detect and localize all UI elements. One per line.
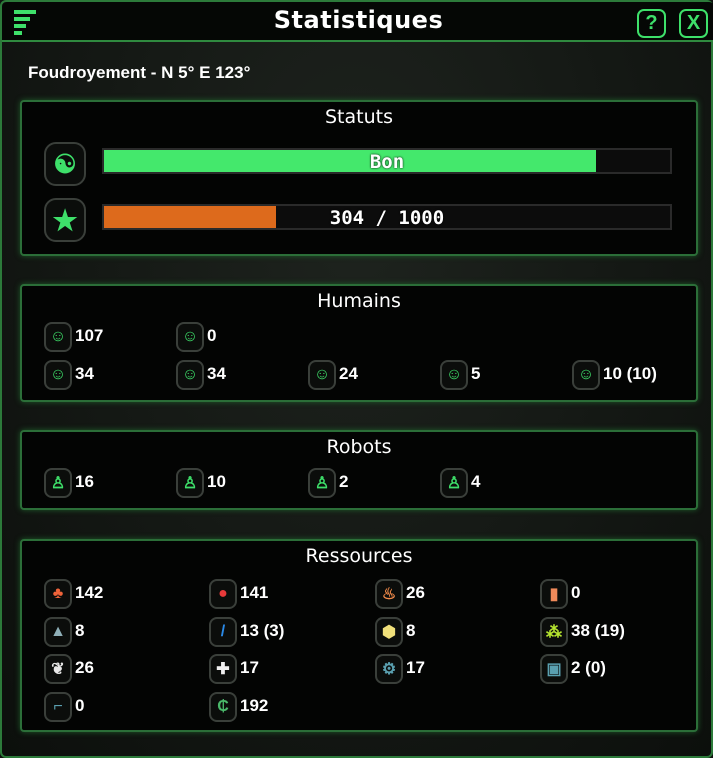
hooded-person-icon: ☺ xyxy=(572,360,600,390)
robot-combat-icon: ♙ xyxy=(440,468,468,498)
location-label: Foudroyement - N 5° E 123° xyxy=(28,63,251,82)
stat-value: 10 (10) xyxy=(603,364,657,383)
yin-yang-icon: ☯ xyxy=(44,142,86,186)
ressources-panel: Ressources ♣ 142 ● 141 ♨ 26 ▮ 0 ▲ 8/13 (3) ⬢ 8 ⁂ 38 (… xyxy=(20,539,698,732)
stat-value: 4 xyxy=(471,472,481,491)
statuts-title: Statuts xyxy=(325,106,393,128)
gears-icon: ⚙ xyxy=(375,654,403,684)
stat-value: 38 (19) xyxy=(571,620,625,640)
crystals-icon: ⁂ xyxy=(540,616,568,647)
stat-value: 2 xyxy=(339,472,349,491)
stat-value: 5 xyxy=(471,364,481,383)
mood-label: Bon xyxy=(369,151,405,173)
stat-value: 26 xyxy=(406,583,425,602)
star-icon: ★ xyxy=(44,198,86,242)
robot-icon: ♙ xyxy=(44,468,72,498)
gun-icon: ⌐ xyxy=(44,691,72,722)
stat-value: 17 xyxy=(406,658,425,677)
gold-hexagon-icon: ⬢ xyxy=(375,616,403,647)
stat-value: 8 xyxy=(75,620,85,640)
stone-icon: ▲ xyxy=(44,616,72,647)
vegetables-icon: ♣ xyxy=(44,579,72,609)
window-title: Statistiques xyxy=(273,6,444,34)
soldier-icon: ☺ xyxy=(440,360,468,390)
xp-bar: 304 / 1000 xyxy=(102,204,672,230)
credits-icon: ₵ xyxy=(209,691,237,722)
mood-bar-fill xyxy=(104,150,597,172)
worker-helmet-icon: ☺ xyxy=(44,360,72,390)
stat-value: 0 xyxy=(75,695,85,715)
stat-value: 26 xyxy=(75,658,94,677)
stat-value: 0 xyxy=(571,583,581,602)
robot-tool-icon: ♙ xyxy=(308,468,336,498)
stat-value: 16 xyxy=(75,472,94,491)
rotate-person-icon: ☺ xyxy=(308,360,336,390)
stat-value: 142 xyxy=(75,583,104,602)
medical-cross-icon: ✚ xyxy=(209,654,237,684)
help-button[interactable]: ? xyxy=(637,9,666,38)
robots-title: Robots xyxy=(326,436,392,458)
stat-value: 34 xyxy=(207,364,226,383)
close-button[interactable]: X xyxy=(679,9,708,38)
humains-title: Humains xyxy=(317,290,401,312)
beer-icon: ▮ xyxy=(540,579,568,609)
stat-value: 13 (3) xyxy=(240,620,285,640)
stat-value: 107 xyxy=(75,326,104,345)
mood-bar: Bon xyxy=(102,148,672,174)
chip-icon: ▣ xyxy=(540,654,568,684)
hot-meal-icon: ♨ xyxy=(375,579,403,609)
title-bar: Statistiques ? X xyxy=(2,2,713,42)
stat-value: 10 xyxy=(207,472,226,491)
menu-icon[interactable] xyxy=(14,10,36,35)
stat-value: 24 xyxy=(339,364,358,383)
humains-panel: Humains ☺ 107 ☺ 0 ☺ 34 ☺ 34 ☺ 24 ☺ 5 ☺ 10 (10) xyxy=(20,284,698,402)
statuts-panel: Statuts ☯ Bon ★ 304 / 1000 xyxy=(20,100,698,256)
robots-panel: Robots ♙ 16 ♙ 10 ♙ 2 ♙ 4 xyxy=(20,430,698,510)
metal-bar-icon: / xyxy=(209,616,237,647)
xp-label: 304 / 1000 xyxy=(329,207,445,229)
leaf-icon: ❦ xyxy=(44,654,72,684)
goggles-person-icon: ☺ xyxy=(176,360,204,390)
person-icon: ☺ xyxy=(44,322,72,352)
stat-value: 17 xyxy=(240,658,259,677)
stat-value: 2 (0) xyxy=(571,658,606,677)
stat-value: 0 xyxy=(207,326,217,345)
meat-icon: ● xyxy=(209,579,237,609)
xp-bar-fill xyxy=(104,206,277,228)
stat-value: 141 xyxy=(240,583,269,602)
stat-value: 192 xyxy=(240,695,269,715)
robot-arms-icon: ♙ xyxy=(176,468,204,498)
masked-person-icon: ☺ xyxy=(176,322,204,352)
stat-value: 8 xyxy=(406,620,416,640)
ressources-title: Ressources xyxy=(305,545,413,567)
stat-value: 34 xyxy=(75,364,94,383)
